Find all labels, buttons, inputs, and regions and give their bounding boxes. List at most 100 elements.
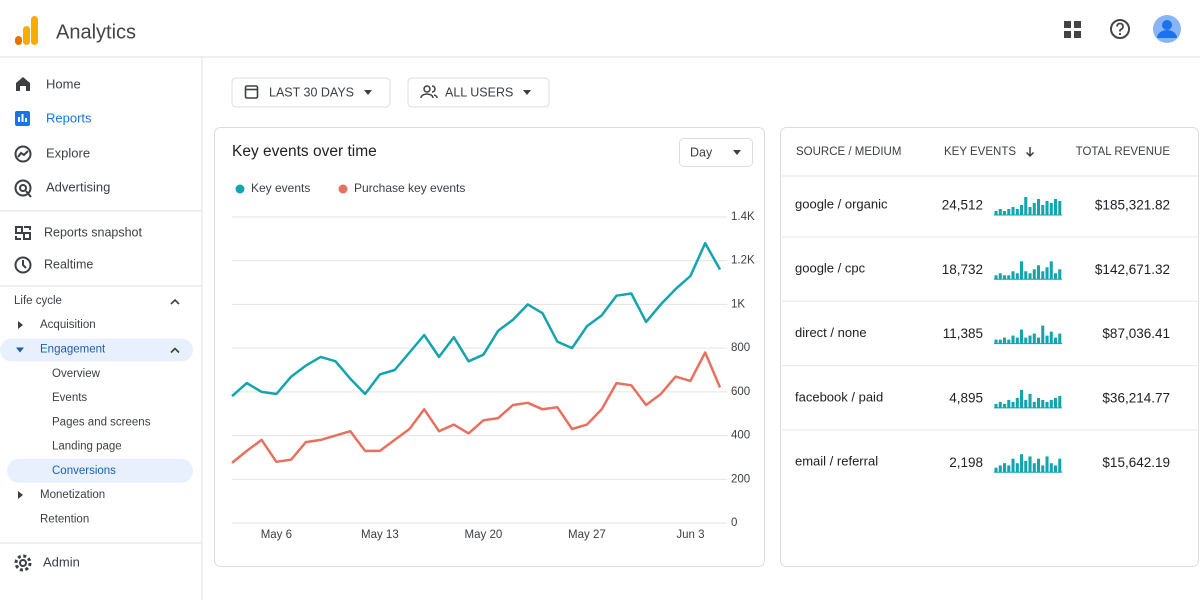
sparkline-bar	[998, 273, 1002, 280]
sparkline-bar	[1024, 337, 1028, 344]
sparkline-bar	[1041, 205, 1045, 215]
sparkline-bar	[1054, 337, 1058, 344]
nav-item[interactable]: Advertising	[46, 179, 110, 194]
nav-item[interactable]: Acquisition	[40, 319, 96, 331]
column-header[interactable]: SOURCE / MEDIUM	[796, 146, 901, 158]
nav-item[interactable]: Reports snapshot	[44, 225, 143, 239]
sparkline-bar	[1007, 339, 1011, 344]
column-header[interactable]: TOTAL REVENUE	[1076, 146, 1171, 158]
sparkline-bar	[1007, 275, 1011, 280]
nav-item[interactable]: Home	[46, 76, 81, 91]
chart: Key events over time Day 0 200 400 600 800 1K…	[231, 138, 755, 541]
revenue-cell: $36,214.77	[1102, 390, 1170, 405]
sparkline-bar	[1037, 337, 1041, 344]
source-cell[interactable]: direct / none	[795, 325, 867, 340]
help-icon[interactable]	[1110, 19, 1130, 39]
source-cell[interactable]: google / organic	[795, 196, 888, 211]
sparkline-bar	[1024, 271, 1028, 280]
sparkline-bar	[1049, 399, 1053, 408]
sparkline-bar	[1032, 269, 1036, 280]
legend-marker[interactable]	[338, 184, 348, 194]
sparkline-bar	[994, 211, 998, 215]
nav-item[interactable]: Realtime	[44, 257, 93, 271]
sparkline-bar	[1007, 399, 1011, 408]
source-cell[interactable]: facebook / paid	[795, 389, 883, 404]
sparkline-bar	[1011, 458, 1015, 473]
chart-title: Key events over time	[232, 143, 377, 160]
key-events-cell: 18,732	[942, 262, 983, 277]
nav-item[interactable]: Explore	[46, 145, 90, 160]
column-header[interactable]: KEY EVENTS	[944, 146, 1016, 158]
sparkline-bar	[1032, 463, 1036, 473]
sparkline-bar	[998, 339, 1002, 344]
sparkline-bar	[1024, 399, 1028, 408]
sparkline-bar	[998, 465, 1002, 473]
nav-section[interactable]: Life cycle	[14, 295, 62, 307]
legend-label[interactable]: Purchase key events	[354, 181, 465, 195]
x-tick-label: May 6	[261, 529, 292, 541]
nav-item[interactable]: Monetization	[40, 489, 105, 501]
filter-label[interactable]: LAST 30 DAYS	[269, 85, 354, 99]
sparkline-bar	[998, 209, 1002, 215]
date-filter[interactable]	[231, 77, 391, 108]
source-cell[interactable]: email / referral	[795, 454, 878, 469]
sparkline-bar	[1041, 271, 1045, 280]
sparkline-bar	[1011, 401, 1015, 408]
source-cell[interactable]: google / cpc	[795, 261, 866, 276]
nav-item[interactable]: Retention	[40, 514, 89, 526]
sparkline-bar	[1024, 460, 1028, 473]
revenue-cell: $87,036.41	[1102, 326, 1170, 341]
sparkline-bar	[1032, 401, 1036, 408]
revenue-cell: $142,671.32	[1095, 262, 1170, 277]
sparkline-bar	[1028, 207, 1032, 215]
x-tick-label: May 13	[361, 529, 399, 541]
sparkline-bar	[1007, 209, 1011, 215]
collapse-chevron[interactable]	[170, 298, 180, 305]
expand-caret[interactable]	[18, 321, 23, 329]
collapse-chevron[interactable]	[170, 347, 180, 354]
avatar[interactable]	[1153, 15, 1181, 43]
sparkline-bar	[1054, 273, 1058, 280]
nav-item[interactable]: Engagement	[40, 344, 106, 356]
nav-item[interactable]: Events	[52, 392, 87, 404]
legend-label[interactable]: Key events	[251, 181, 310, 195]
expand-caret[interactable]	[16, 347, 24, 353]
sparkline-bar	[1020, 389, 1024, 408]
y-tick-label: 1K	[731, 298, 745, 310]
sparkline-bar	[1003, 463, 1007, 473]
sparkline-bar	[1049, 463, 1053, 473]
nav-item[interactable]: Landing page	[52, 441, 122, 453]
sparkline-bar	[1003, 337, 1007, 344]
sparkline-bar	[1045, 267, 1049, 280]
sort-arrow[interactable]	[1025, 147, 1035, 158]
nav-item[interactable]: Overview	[52, 368, 101, 380]
key-events-cell: 4,895	[949, 390, 983, 405]
dropdown-caret[interactable]	[733, 150, 741, 155]
sparkline-bar	[1003, 403, 1007, 408]
sparkline-bar	[994, 467, 998, 473]
nav-item[interactable]: Admin	[43, 554, 80, 569]
nav-item[interactable]: Pages and screens	[52, 416, 151, 428]
granularity-dropdown[interactable]	[679, 138, 753, 167]
nav-item[interactable]: Conversions	[52, 465, 116, 477]
apps-icon[interactable]	[1064, 21, 1081, 38]
granularity-label[interactable]: Day	[690, 145, 713, 159]
expand-caret[interactable]	[18, 491, 23, 499]
filter-label[interactable]: ALL USERS	[445, 85, 513, 99]
sparkline-bar	[1041, 465, 1045, 473]
sparkline-bar	[1045, 401, 1049, 408]
logo	[15, 16, 38, 45]
y-tick-label: 600	[731, 386, 750, 398]
sparkline-bar	[1032, 203, 1036, 215]
sparkline-bar	[1045, 201, 1049, 215]
sparkline-bar	[1049, 203, 1053, 215]
nav-item[interactable]: Reports	[46, 110, 92, 125]
sparkline-bar	[1028, 456, 1032, 473]
sparkline-bar	[1045, 456, 1049, 473]
legend-marker[interactable]	[235, 184, 245, 194]
sparkline-bar	[1015, 209, 1019, 215]
sparkline-bar	[1020, 205, 1024, 215]
audience-filter[interactable]	[407, 77, 550, 108]
sparkline-bar	[1049, 331, 1053, 344]
